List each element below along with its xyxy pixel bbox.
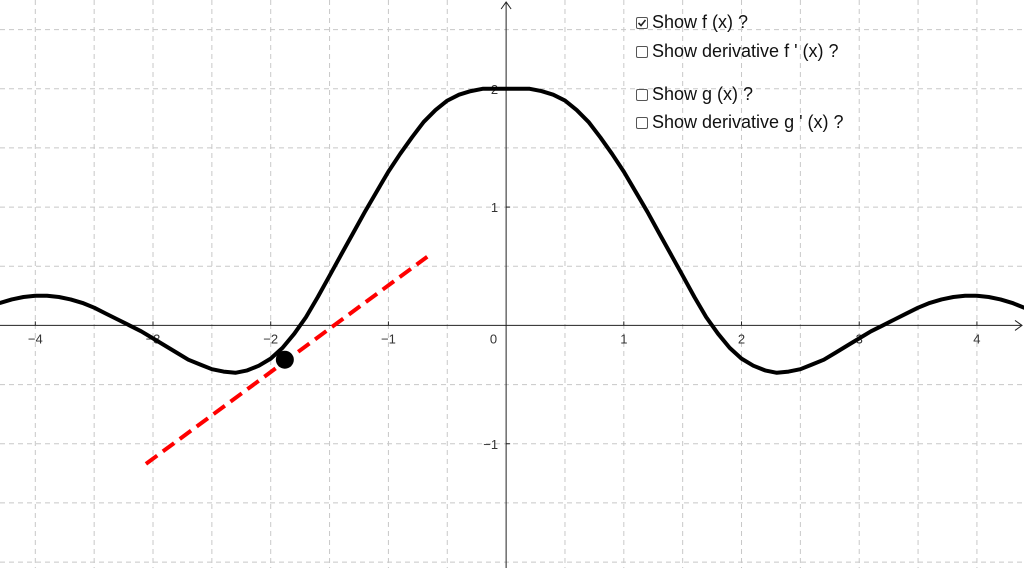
check-mark-icon	[637, 18, 647, 27]
y-tick-label: 1	[491, 200, 498, 215]
checkbox-label: Show derivative f ' (x) ?	[652, 41, 839, 61]
checkbox-label: Show derivative g ' (x) ?	[652, 112, 844, 132]
checkbox-box[interactable]	[636, 88, 648, 101]
x-axis-arrow-icon	[1014, 320, 1023, 331]
x-tick-label: −1	[381, 331, 396, 346]
y-axis-arrow-icon	[500, 1, 512, 10]
show-f-checkbox[interactable]: Show f (x) ?	[636, 12, 748, 33]
checkbox-label: Show g (x) ?	[652, 84, 754, 104]
x-tick-label: −4	[28, 331, 43, 346]
checkbox-box[interactable]	[636, 45, 648, 58]
function-curve-f	[0, 86, 1024, 375]
show-g-checkbox[interactable]: Show g (x) ?	[636, 84, 753, 105]
x-tick-label: 1	[620, 331, 627, 346]
checkbox-box[interactable]	[636, 116, 648, 129]
y-tick-label: −1	[483, 437, 498, 452]
show-derivative-g-checkbox[interactable]: Show derivative g ' (x) ?	[636, 112, 844, 133]
checkbox-label: Show f (x) ?	[652, 12, 749, 32]
checkbox-box[interactable]	[636, 16, 648, 29]
tangent-point[interactable]	[275, 350, 294, 369]
x-tick-label: −2	[263, 331, 278, 346]
x-tick-label: 2	[738, 331, 745, 346]
x-tick-label: 0	[490, 331, 497, 346]
show-derivative-f-checkbox[interactable]: Show derivative f ' (x) ?	[636, 41, 839, 62]
x-tick-label: 4	[973, 331, 980, 346]
